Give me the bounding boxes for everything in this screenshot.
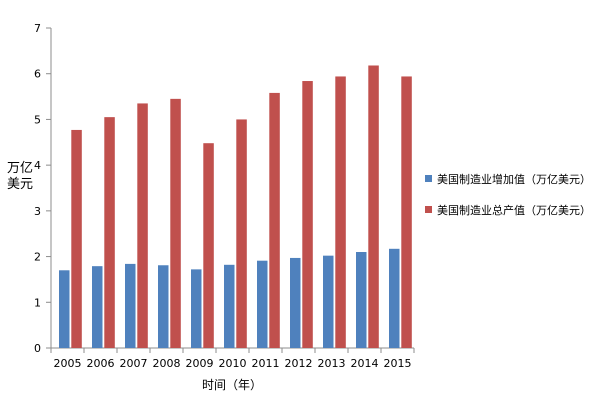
y-tick-label: 7	[34, 22, 41, 35]
y-axis-label: 万亿美元	[7, 161, 33, 192]
legend: 美国制造业增加值（万亿美元） 美国制造业总产值（万亿美元）	[425, 172, 591, 217]
x-tick-label: 2011	[252, 357, 280, 370]
bar-total-output	[269, 92, 280, 348]
y-tick-label: 1	[34, 296, 41, 309]
x-tick-label: 2010	[219, 357, 247, 370]
bar-value-added	[224, 264, 235, 348]
bar-value-added	[92, 266, 103, 348]
bar-total-output	[236, 119, 247, 349]
y-axis: 0 1 2 3 4 5 6 7	[34, 22, 52, 355]
bar-total-output	[335, 76, 346, 349]
legend-swatch	[425, 175, 432, 182]
bar-value-added	[125, 263, 136, 348]
bar-value-added	[191, 269, 202, 348]
y-tick-label: 0	[34, 342, 41, 355]
bar-total-output	[137, 103, 148, 349]
bar-value-added	[389, 248, 400, 348]
y-tick-label: 4	[34, 159, 41, 172]
legend-swatch	[425, 206, 432, 213]
x-tick-label: 2009	[186, 357, 214, 370]
bar-value-added	[356, 252, 367, 348]
y-tick-label: 5	[34, 113, 41, 126]
legend-label: 美国制造业增加值（万亿美元）	[437, 172, 591, 186]
bar-value-added	[257, 260, 268, 348]
bar-total-output	[104, 117, 115, 348]
y-tick-label: 2	[34, 251, 41, 264]
x-tick-label: 2006	[87, 357, 115, 370]
x-axis: 2005 2006 2007 2008 2009 2010 2011 2012 2013 2014…	[50, 347, 415, 370]
bar-total-output	[71, 129, 82, 348]
bar-total-output	[401, 76, 412, 349]
bar-value-added	[323, 255, 334, 348]
x-axis-label: 时间（年）	[202, 378, 262, 392]
bar-total-output	[368, 65, 379, 349]
x-tick-label: 2015	[384, 357, 412, 370]
x-tick-label: 2013	[318, 357, 346, 370]
x-tick-label: 2007	[120, 357, 148, 370]
y-tick-label: 3	[34, 205, 41, 218]
x-tick-label: 2014	[351, 357, 379, 370]
bar-value-added	[158, 265, 169, 348]
x-tick-label: 2008	[153, 357, 181, 370]
bar-total-output	[170, 98, 181, 348]
bar-value-added	[290, 257, 301, 348]
bar-total-output	[302, 81, 313, 348]
legend-label: 美国制造业总产值（万亿美元）	[437, 203, 591, 217]
bars	[59, 65, 412, 349]
x-tick-label: 2012	[285, 357, 313, 370]
bar-value-added	[59, 270, 70, 348]
x-tick-label: 2005	[54, 357, 82, 370]
y-tick-label: 6	[34, 68, 41, 81]
bar-total-output	[203, 143, 214, 348]
